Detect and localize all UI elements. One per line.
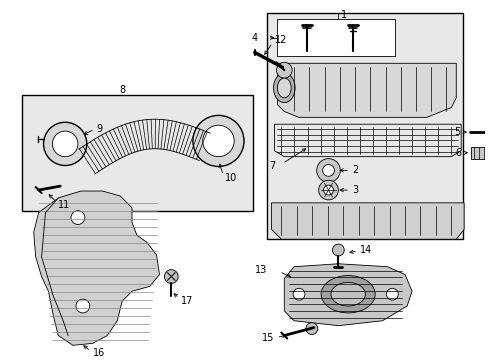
- Text: 14: 14: [359, 245, 371, 255]
- Text: 12: 12: [274, 35, 286, 45]
- Circle shape: [316, 159, 340, 182]
- Circle shape: [43, 122, 86, 166]
- Circle shape: [292, 288, 305, 300]
- Circle shape: [332, 244, 344, 256]
- Text: 1: 1: [341, 10, 346, 20]
- Polygon shape: [274, 124, 460, 157]
- Text: 17: 17: [181, 296, 193, 306]
- Ellipse shape: [273, 73, 294, 103]
- Text: 8: 8: [119, 85, 125, 95]
- Ellipse shape: [321, 275, 374, 313]
- Text: 2: 2: [351, 165, 358, 175]
- Polygon shape: [277, 63, 455, 117]
- Text: 11: 11: [58, 200, 70, 210]
- Circle shape: [203, 125, 234, 157]
- Circle shape: [323, 185, 333, 195]
- Circle shape: [318, 180, 338, 200]
- Text: 3: 3: [351, 185, 358, 195]
- Bar: [277, 19, 394, 57]
- Text: 13: 13: [255, 265, 267, 275]
- Bar: [266, 13, 462, 239]
- Circle shape: [276, 62, 291, 78]
- Text: 4: 4: [251, 33, 257, 43]
- Circle shape: [164, 270, 178, 283]
- Ellipse shape: [277, 78, 290, 98]
- Text: 7: 7: [269, 162, 275, 171]
- Circle shape: [76, 299, 89, 313]
- Ellipse shape: [330, 283, 365, 306]
- Circle shape: [305, 323, 317, 334]
- Polygon shape: [271, 203, 463, 239]
- Text: 16: 16: [93, 348, 105, 358]
- Bar: [470, 147, 486, 159]
- Polygon shape: [284, 264, 411, 326]
- Text: 15: 15: [262, 333, 274, 343]
- Circle shape: [322, 165, 334, 176]
- Bar: [22, 95, 252, 211]
- Text: 9: 9: [97, 124, 102, 134]
- Polygon shape: [34, 191, 159, 345]
- Circle shape: [386, 288, 397, 300]
- Circle shape: [71, 211, 84, 224]
- Text: 10: 10: [225, 173, 237, 183]
- Circle shape: [192, 115, 244, 166]
- Circle shape: [52, 131, 78, 157]
- Text: 5: 5: [453, 127, 459, 137]
- Text: 6: 6: [454, 148, 460, 158]
- PathPatch shape: [79, 119, 210, 174]
